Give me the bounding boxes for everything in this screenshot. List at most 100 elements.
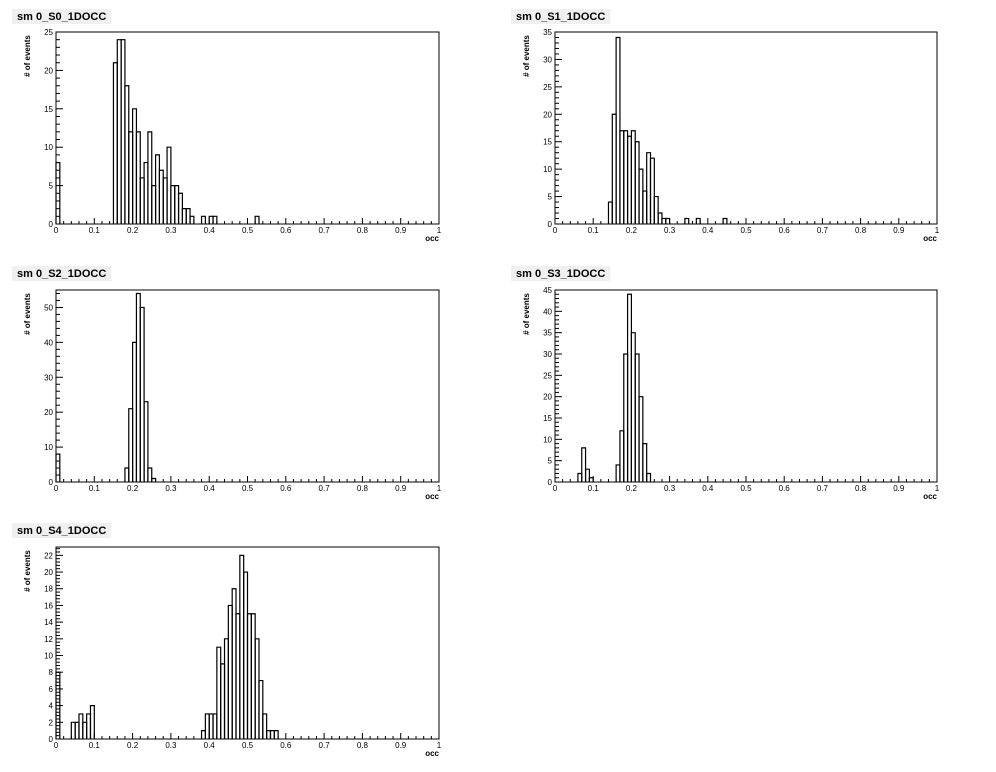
- x-tick-label: 0.1: [89, 484, 101, 493]
- y-tick-label: 35: [543, 329, 552, 338]
- histogram-bin: [722, 217, 728, 224]
- histogram-bin: [212, 215, 218, 224]
- histogram-bin: [147, 131, 153, 224]
- y-tick-label: 15: [44, 105, 53, 114]
- x-tick-label: 0.1: [588, 226, 600, 235]
- histogram-panel-3: sm 0_S3_1DOCC 0 0.1 0.2 0.3 0.4 0.5 0.6 0.7 0.8 0.…: [511, 266, 940, 501]
- x-tick-label: 0.7: [817, 484, 829, 493]
- histogram-bin: [89, 705, 95, 739]
- plot-frame: [55, 289, 440, 483]
- x-tick-label: 0.4: [204, 741, 216, 750]
- x-tick-label: 1: [437, 484, 442, 493]
- panel-title-box: [12, 266, 112, 281]
- panel-title-box: [511, 266, 611, 281]
- histogram-bin: [584, 468, 590, 482]
- y-tick-label: 30: [543, 55, 552, 64]
- x-tick-label: 0.5: [242, 741, 254, 750]
- x-tick-label: 0.9: [395, 741, 407, 750]
- y-tick-label: 2: [49, 718, 54, 727]
- histogram-bin: [588, 477, 594, 482]
- x-tick-label: 0.5: [242, 484, 254, 493]
- x-tick-label: 0.4: [204, 484, 216, 493]
- histogram-bin: [642, 443, 648, 482]
- y-tick-label: 10: [44, 652, 53, 661]
- y-axis-title: # of events: [23, 293, 32, 335]
- panel-title: sm 0_S1_1DOCC: [516, 11, 605, 23]
- y-tick-label: 16: [44, 601, 53, 610]
- histogram-bin: [147, 467, 153, 482]
- x-tick-label: 0.7: [319, 484, 331, 493]
- x-tick-label: 0: [553, 484, 558, 493]
- x-tick-label: 0.3: [165, 226, 177, 235]
- y-tick-label: 0: [49, 220, 54, 229]
- x-tick-label: 0.1: [89, 741, 101, 750]
- panel-title-box: [12, 523, 112, 538]
- x-tick-label: 0.3: [165, 741, 177, 750]
- x-tick-label: 0.8: [357, 484, 369, 493]
- y-tick-label: 0: [548, 220, 553, 229]
- x-tick-label: 0.2: [626, 226, 638, 235]
- x-tick-label: 0.3: [664, 226, 676, 235]
- histogram-bin: [638, 396, 644, 482]
- histogram-bin: [646, 472, 652, 482]
- y-tick-label: 5: [548, 457, 553, 466]
- x-tick-label: 0.5: [242, 226, 254, 235]
- x-tick-label: 0.9: [893, 226, 905, 235]
- x-axis-title: occ: [425, 492, 439, 501]
- x-tick-label: 0: [54, 226, 59, 235]
- x-tick-label: 1: [437, 226, 442, 235]
- x-tick-label: 0.1: [89, 226, 101, 235]
- y-tick-label: 10: [44, 443, 53, 452]
- y-tick-label: 5: [548, 193, 553, 202]
- y-tick-label: 20: [44, 66, 53, 75]
- y-tick-label: 35: [543, 28, 552, 37]
- x-tick-label: 0: [54, 741, 59, 750]
- x-tick-label: 0: [553, 226, 558, 235]
- histogram-bin: [55, 453, 61, 482]
- y-tick-label: 20: [44, 408, 53, 417]
- x-tick-label: 0.6: [779, 226, 791, 235]
- y-tick-label: 40: [543, 307, 552, 316]
- histogram-panel-0: sm 0_S0_1DOCC 0 0.1 0.2 0.3 0.4 0.5 0.6 0.7 0.8 0.…: [12, 9, 442, 243]
- histogram-bin: [695, 217, 701, 224]
- x-tick-label: 0.6: [779, 484, 791, 493]
- y-tick-label: 10: [543, 435, 552, 444]
- y-tick-label: 6: [49, 685, 54, 694]
- y-axis-title: # of events: [23, 35, 32, 77]
- panel-title: sm 0_S3_1DOCC: [516, 268, 605, 280]
- y-tick-label: 10: [543, 165, 552, 174]
- x-tick-label: 0.4: [702, 484, 714, 493]
- x-tick-label: 0.3: [664, 484, 676, 493]
- histogram-bin: [55, 671, 61, 739]
- panel-title-box: [12, 9, 112, 24]
- x-tick-label: 0.5: [740, 484, 752, 493]
- x-tick-label: 0.7: [319, 741, 331, 750]
- x-tick-label: 0.4: [702, 226, 714, 235]
- x-tick-label: 0.6: [280, 226, 292, 235]
- histogram-bin: [189, 215, 195, 224]
- y-tick-label: 12: [44, 635, 53, 644]
- x-tick-label: 0.6: [280, 484, 292, 493]
- x-tick-label: 0.9: [893, 484, 905, 493]
- x-tick-label: 0.5: [740, 226, 752, 235]
- x-tick-label: 0.8: [855, 484, 867, 493]
- y-tick-label: 25: [543, 371, 552, 380]
- y-tick-label: 20: [543, 393, 552, 402]
- y-tick-label: 0: [49, 735, 54, 744]
- histogram-panel-2: sm 0_S2_1DOCC 0 0.1 0.2 0.3 0.4 0.5 0.6 0.7 0.8 0.…: [12, 266, 442, 501]
- y-tick-label: 8: [49, 668, 54, 677]
- x-tick-label: 0.4: [204, 226, 216, 235]
- x-tick-label: 0.9: [395, 226, 407, 235]
- x-tick-label: 0: [54, 484, 59, 493]
- histogram-bin: [273, 730, 279, 739]
- panel-title: sm 0_S0_1DOCC: [17, 11, 106, 23]
- x-tick-label: 1: [935, 484, 940, 493]
- x-axis-title: occ: [425, 749, 439, 758]
- x-tick-label: 0.7: [817, 226, 829, 235]
- y-tick-label: 10: [44, 143, 53, 152]
- y-tick-label: 40: [44, 338, 53, 347]
- x-tick-label: 1: [437, 741, 442, 750]
- histogram-bin: [143, 401, 149, 482]
- y-tick-label: 45: [543, 286, 552, 295]
